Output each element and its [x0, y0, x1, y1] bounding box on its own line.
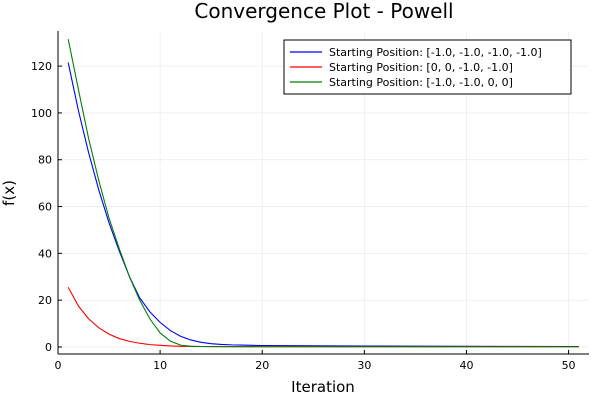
series-line-1: [67, 62, 579, 348]
chart-title: Convergence Plot - Powell: [194, 0, 453, 23]
x-tick-label: 20: [255, 359, 269, 372]
y-tick-label: 0: [45, 341, 52, 354]
series-layer: [67, 39, 579, 348]
series-line-3: [67, 39, 579, 348]
y-tick-label: 40: [38, 247, 52, 260]
y-axis-label: f(x): [0, 180, 18, 206]
legend-label-2: Starting Position: [0, 0, -1.0, -1.0]: [329, 61, 513, 74]
y-tick-label: 120: [31, 60, 52, 73]
x-tick-label: 30: [357, 359, 371, 372]
legend-label-1: Starting Position: [-1.0, -1.0, -1.0, -1…: [329, 46, 542, 59]
x-tick-label: 0: [55, 359, 62, 372]
legend: Starting Position: [-1.0, -1.0, -1.0, -1…: [283, 39, 572, 95]
x-tick-label: 50: [562, 359, 576, 372]
tick-labels: 0 10 20 30 40 50 0 20 40 60 80 100 120: [31, 60, 576, 372]
x-tick-label: 10: [153, 359, 167, 372]
legend-box: [283, 39, 572, 95]
axes: [57, 31, 589, 355]
y-tick-label: 20: [38, 294, 52, 307]
y-tick-label: 60: [38, 201, 52, 214]
x-axis-label: Iteration: [291, 378, 355, 396]
y-tick-label: 100: [31, 107, 52, 120]
legend-label-3: Starting Position: [-1.0, -1.0, 0, 0]: [329, 76, 513, 89]
x-tick-label: 40: [459, 359, 473, 372]
y-tick-label: 80: [38, 154, 52, 167]
